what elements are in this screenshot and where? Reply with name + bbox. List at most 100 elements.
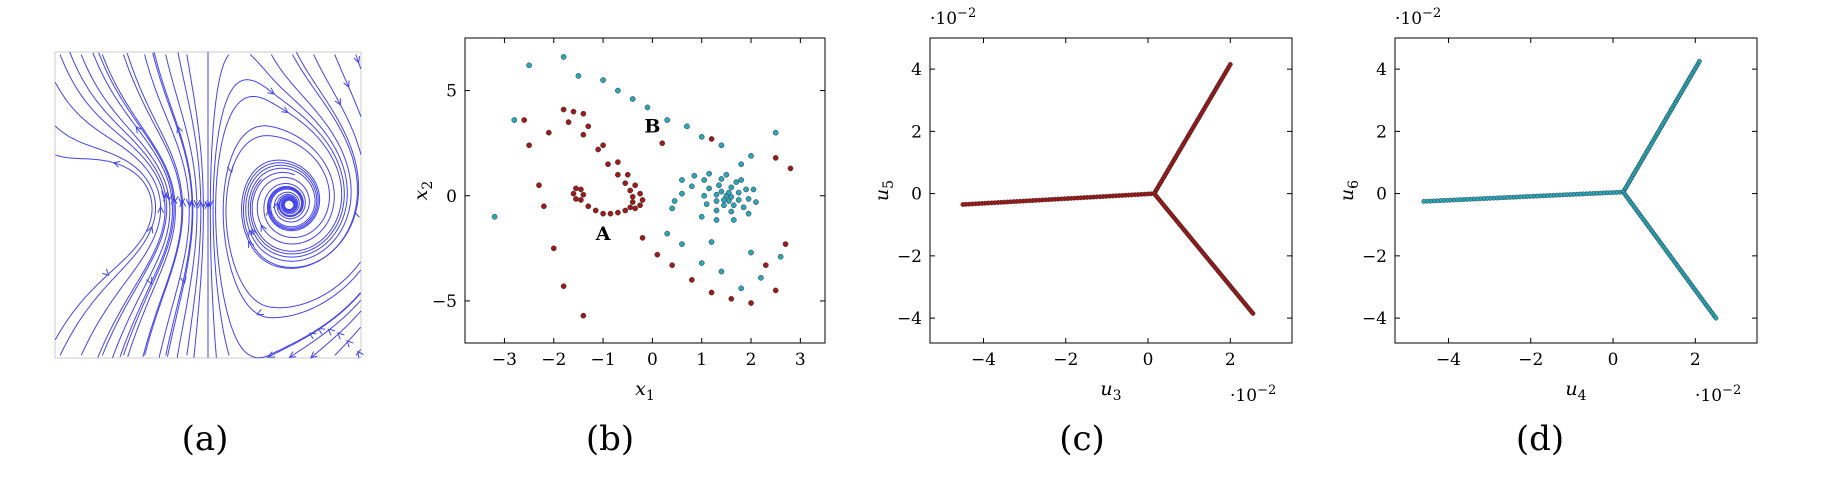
- stream-line: [215, 96, 343, 356]
- scatter-point: [580, 131, 587, 138]
- scatter-point: [703, 201, 710, 208]
- panel-d-scatter: −4 −2 0 2 −4 −2 0 2 4 u4 u6 ·10−2 ·10−2: [1336, 6, 1758, 406]
- scatter-point: [684, 123, 690, 130]
- stream-arrow: [334, 98, 342, 106]
- scatter-point: [730, 202, 737, 209]
- scatter-point: [708, 289, 715, 296]
- scatter-point: [698, 134, 705, 140]
- scatter-point: [748, 300, 754, 306]
- scatter-point: [716, 182, 722, 189]
- scatter-point: [491, 213, 498, 220]
- stream-lines: [54, 51, 364, 359]
- stream-arrow: [102, 268, 110, 277]
- scatter-point: [560, 283, 567, 290]
- scatter-point: [545, 129, 552, 136]
- scatter-point: [570, 190, 577, 197]
- scatter-point: [713, 217, 720, 223]
- scatter-point: [664, 230, 671, 237]
- annotation-label: B: [644, 116, 660, 138]
- scatter-point: [632, 205, 638, 212]
- x-tick-label: 2: [746, 350, 757, 370]
- scatter-point: [615, 209, 621, 216]
- scatter-point: [1250, 311, 1256, 316]
- scatter-point: [738, 177, 745, 183]
- stream-line: [243, 162, 319, 230]
- scatter-point: [728, 208, 735, 215]
- stream-arrow: [247, 228, 255, 237]
- scatter-point: [721, 197, 727, 203]
- caption-b: (b): [586, 419, 634, 459]
- scatter-point: [573, 196, 579, 202]
- scatter-point: [600, 142, 606, 149]
- scatter-point: [541, 203, 547, 210]
- scatter-point: [713, 198, 720, 204]
- x-tick-label: −4: [971, 350, 996, 370]
- caption-a: (a): [182, 419, 229, 459]
- scatter-point: [570, 108, 577, 115]
- x-tick-label: −1: [591, 350, 616, 370]
- scatter-point: [701, 177, 708, 183]
- y-axis-label: u5: [871, 180, 897, 201]
- scatter-point: [669, 262, 675, 269]
- y-tick-label: 2: [1376, 122, 1387, 142]
- panel-c-scatter: −4 −2 0 2 −4 −2 0 2 4 u3 u5 ·10−2 ·10−2: [871, 6, 1293, 406]
- scatter-point: [536, 182, 542, 189]
- y-tick-label: 0: [1376, 185, 1387, 205]
- scatter-point: [688, 277, 695, 283]
- x-tick-label: 3: [795, 350, 806, 370]
- stream-arrow: [199, 201, 207, 209]
- stream-line: [59, 54, 166, 358]
- stream-arrow: [308, 332, 317, 340]
- scatter-point: [580, 110, 587, 117]
- scatter-point: [745, 196, 752, 202]
- scatter-point: [622, 180, 629, 186]
- scatter-point: [706, 170, 712, 177]
- scatter-point: [730, 217, 737, 223]
- stream-arrow: [185, 198, 193, 207]
- stream-arrow: [112, 160, 121, 168]
- scatter-point: [738, 285, 745, 292]
- stream-arrow: [157, 205, 165, 214]
- x-scale-label: ·10−2: [1695, 383, 1741, 406]
- scatter-point: [735, 189, 742, 196]
- stream-arrow: [356, 350, 364, 359]
- scatter-point: [772, 287, 779, 294]
- scatter-point: [738, 161, 745, 168]
- panel-b-scatter: −3 −2 −1 0 1 2 3 −5 0 5 x1 x2 A B: [410, 37, 826, 404]
- stream-arrow: [145, 277, 153, 285]
- y-axis-label: u6: [1336, 180, 1362, 201]
- scatter-point: [733, 179, 740, 185]
- scatter-point: [575, 73, 582, 79]
- stream-arrow: [288, 351, 297, 359]
- scatter-point: [639, 234, 646, 241]
- y-tick-label: −2: [1362, 247, 1387, 267]
- scatter-point: [639, 197, 646, 203]
- x-tick-label: 0: [1608, 350, 1619, 370]
- stream-arrow: [179, 199, 187, 207]
- y-tick-label: 4: [1376, 60, 1387, 80]
- y-axis-label: x2: [410, 181, 436, 201]
- stream-line: [313, 54, 362, 155]
- scatter-point: [772, 155, 779, 161]
- scatter-point: [615, 87, 621, 94]
- scatter-point: [728, 193, 735, 200]
- scatter-point: [511, 117, 518, 123]
- scatter-point: [629, 96, 636, 102]
- scatter-point: [578, 186, 584, 193]
- scatter-point: [624, 171, 631, 178]
- stream-arrow: [267, 351, 275, 358]
- scatter-point: [679, 177, 685, 183]
- stream-line: [334, 54, 362, 117]
- scatter-point: [592, 207, 599, 214]
- stream-arrow: [250, 227, 258, 236]
- stream-arrow: [146, 225, 154, 234]
- scatter-point: [521, 117, 528, 123]
- scatter-point: [708, 239, 715, 245]
- scatter-point: [671, 198, 678, 204]
- scatter-point: [750, 186, 757, 193]
- stream-arrow: [179, 276, 187, 285]
- scatter-point: [698, 213, 705, 220]
- scatter-point: [1227, 62, 1233, 67]
- scatter-point: [740, 204, 747, 211]
- scatter-point: [600, 210, 606, 217]
